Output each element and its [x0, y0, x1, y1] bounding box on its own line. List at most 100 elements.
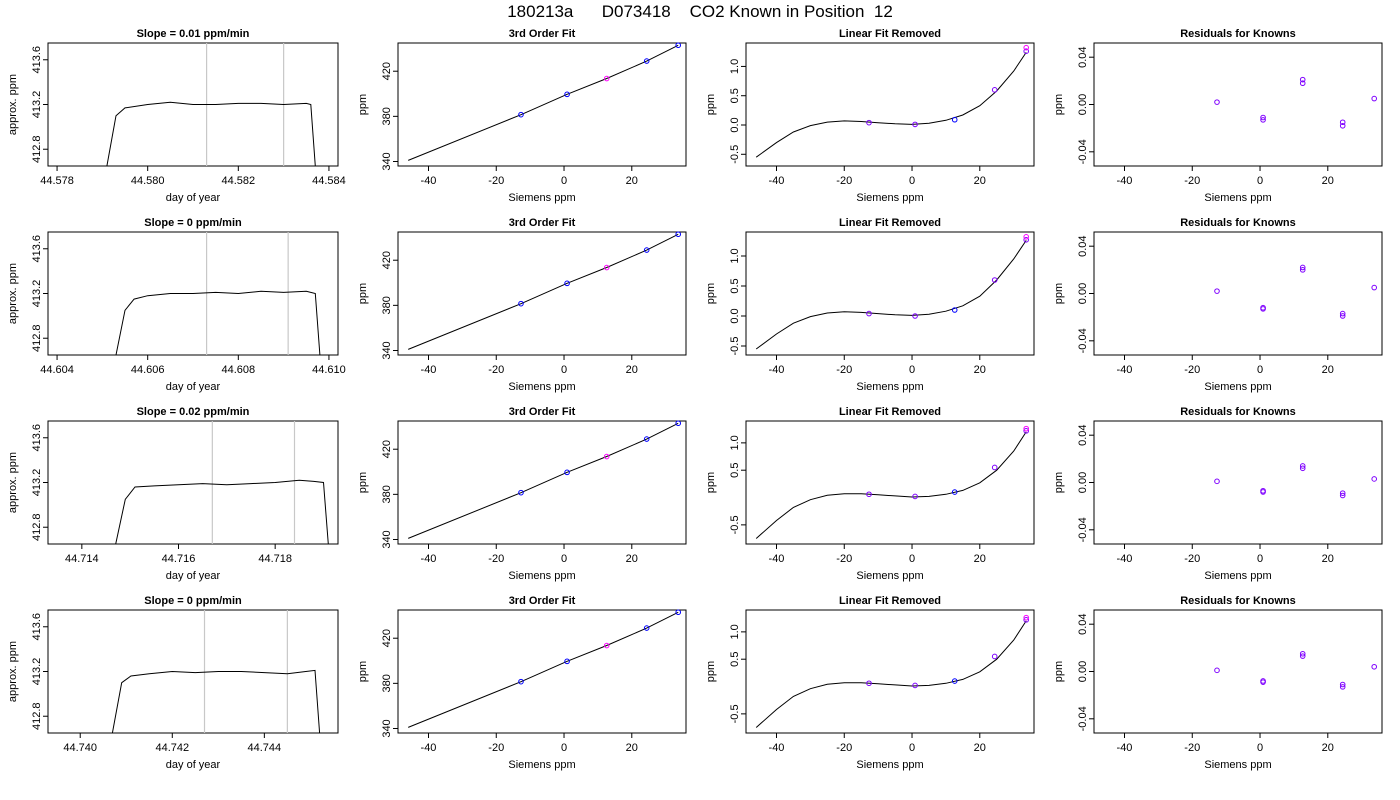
data-point-r2c4-0: [1214, 288, 1220, 294]
x-tick-label-r1c2-3: 20: [626, 175, 638, 187]
plot-frame-r3c3: [745, 420, 1035, 545]
y-tick-label-r3c3-2: 1.0: [729, 435, 741, 450]
data-point-r1c3-1: [912, 121, 918, 128]
data-point-r4c2-3: [643, 625, 650, 631]
data-point-r3c4-6: [1339, 492, 1346, 499]
y-axis-label-r2c2: ppm: [357, 283, 369, 304]
data-point-r3c2-4: [675, 420, 682, 427]
x-tick-label-r3c4-0: -40: [1117, 553, 1133, 565]
x-tick-label-r3c4-2: 0: [1257, 553, 1263, 565]
data-point-r1c3-5: [1023, 44, 1030, 51]
data-point-r2c4-2: [1260, 306, 1266, 312]
x-axis-label-r3c2: Siemens ppm: [508, 570, 575, 582]
x-tick-label-r4c1-0: 44.740: [63, 742, 97, 754]
y-tick-label-r2c3-2: 0.5: [729, 278, 741, 293]
x-axis-label-r1c1: day of year: [166, 192, 221, 204]
data-point-r4c4-5: [1339, 681, 1346, 688]
series-line-r3c3: [755, 431, 1027, 539]
y-tick-label-r1c2-1: 380: [381, 107, 393, 125]
data-point-r1c4-2: [1260, 117, 1266, 123]
y-tick-label-r3c2-2: 420: [381, 440, 393, 458]
data-point-r1c4-7: [1371, 95, 1378, 102]
data-point-r4c2-1: [564, 658, 570, 665]
panel-title-r2c2: 3rd Order Fit: [509, 217, 576, 229]
x-axis-label-r3c4: Siemens ppm: [1204, 570, 1271, 582]
x-axis-label-r4c2: Siemens ppm: [508, 759, 575, 771]
data-point-r2c2-4: [675, 231, 682, 238]
x-tick-label-r4c4-3: 20: [1322, 742, 1334, 754]
data-point-r4c3-3: [991, 653, 998, 660]
x-tick-label-r4c3-2: 0: [909, 742, 915, 754]
y-tick-label-r1c4-2: 0.04: [1077, 46, 1089, 67]
y-tick-label-r3c4-2: 0.04: [1077, 424, 1089, 445]
y-axis-label-r2c4: ppm: [1053, 283, 1065, 304]
series-line-r4c3: [755, 620, 1027, 728]
y-tick-label-r3c1-2: 413.6: [31, 424, 43, 452]
data-point-r1c2-4: [675, 42, 682, 49]
x-tick-label-r4c4-0: -40: [1117, 742, 1133, 754]
y-tick-label-r3c1-1: 413.2: [31, 469, 43, 497]
x-tick-label-r1c4-2: 0: [1257, 175, 1263, 187]
data-point-r1c2-1: [564, 91, 570, 98]
data-point-r3c3-2: [951, 489, 958, 495]
panel-title-r1c1: Slope = 0.01 ppm/min: [137, 28, 250, 40]
data-point-r2c3-4: [1023, 237, 1030, 243]
y-tick-label-r3c1-0: 412.8: [31, 513, 43, 541]
x-tick-label-r2c3-0: -40: [769, 364, 785, 376]
data-point-r1c3-4: [1023, 48, 1030, 55]
figure-title: 180213a D073418 CO2 Known in Position 12: [507, 2, 893, 21]
x-tick-label-r4c4-1: -20: [1184, 742, 1200, 754]
y-axis-label-r4c1: approx. ppm: [7, 641, 19, 702]
data-point-r3c4-0: [1214, 478, 1220, 485]
y-tick-label-r4c4-0: -0.04: [1077, 706, 1089, 731]
x-tick-label-r1c4-3: 20: [1322, 175, 1334, 187]
y-tick-label-r1c2-0: 340: [381, 152, 393, 170]
x-axis-label-r1c2: Siemens ppm: [508, 192, 575, 204]
data-point-r4c4-7: [1371, 663, 1378, 670]
data-point-r1c3-3: [991, 87, 998, 93]
data-point-r3c4-7: [1371, 476, 1378, 482]
y-axis-label-r4c2: ppm: [357, 661, 369, 682]
y-axis-label-r3c3: ppm: [705, 472, 717, 493]
data-point-r2c3-5: [1023, 234, 1030, 240]
y-tick-label-r2c2-0: 340: [381, 341, 393, 359]
y-tick-label-r3c3-0: -0.5: [729, 515, 741, 534]
plot-frame-r1c4: [1093, 42, 1383, 167]
x-tick-label-r2c2-1: -20: [488, 364, 504, 376]
series-line-r2c1: [115, 290, 321, 355]
data-point-r2c4-4: [1299, 264, 1306, 271]
x-tick-label-r4c1-2: 44.744: [248, 742, 282, 754]
panel-title-r4c2: 3rd Order Fit: [509, 595, 576, 607]
x-tick-label-r1c1-0: 44.578: [40, 175, 74, 187]
y-tick-label-r2c3-0: -0.5: [729, 337, 741, 356]
y-tick-label-r2c1-1: 413.2: [31, 280, 43, 308]
x-tick-label-r2c3-2: 0: [909, 364, 915, 376]
y-axis-label-r3c1: approx. ppm: [7, 452, 19, 513]
x-tick-label-r4c3-3: 20: [974, 742, 986, 754]
x-tick-label-r3c3-1: -20: [836, 553, 852, 565]
data-point-r4c3-1: [912, 682, 918, 689]
data-point-r1c4-4: [1299, 76, 1306, 83]
data-point-r2c2-3: [643, 247, 650, 253]
y-tick-label-r1c3-2: 0.5: [729, 88, 741, 103]
data-point-r4c4-6: [1339, 684, 1346, 690]
y-tick-label-r1c1-1: 413.2: [31, 91, 43, 119]
y-tick-label-r2c3-1: 0.0: [729, 308, 741, 323]
data-point-r3c2-0: [518, 489, 524, 496]
x-axis-label-r2c3: Siemens ppm: [856, 381, 923, 393]
panel-title-r2c4: Residuals for Knowns: [1180, 217, 1296, 229]
x-tick-label-r3c3-0: -40: [769, 553, 785, 565]
data-point-r4c4-3: [1299, 653, 1306, 659]
x-tick-label-r1c3-3: 20: [974, 175, 986, 187]
y-tick-label-r4c1-1: 413.2: [31, 658, 43, 686]
x-tick-label-r3c4-1: -20: [1184, 553, 1200, 565]
y-tick-label-r4c2-1: 380: [381, 674, 393, 692]
panel-title-r3c2: 3rd Order Fit: [509, 406, 576, 418]
x-tick-label-r2c4-1: -20: [1184, 364, 1200, 376]
y-tick-label-r1c3-0: -0.5: [729, 145, 741, 164]
x-tick-label-r2c1-2: 44.608: [221, 364, 255, 376]
y-tick-label-r4c2-2: 420: [381, 629, 393, 647]
y-tick-label-r3c2-0: 340: [381, 530, 393, 548]
plot-frame-r1c3: [745, 42, 1035, 167]
x-tick-label-r3c2-2: 0: [561, 553, 567, 565]
